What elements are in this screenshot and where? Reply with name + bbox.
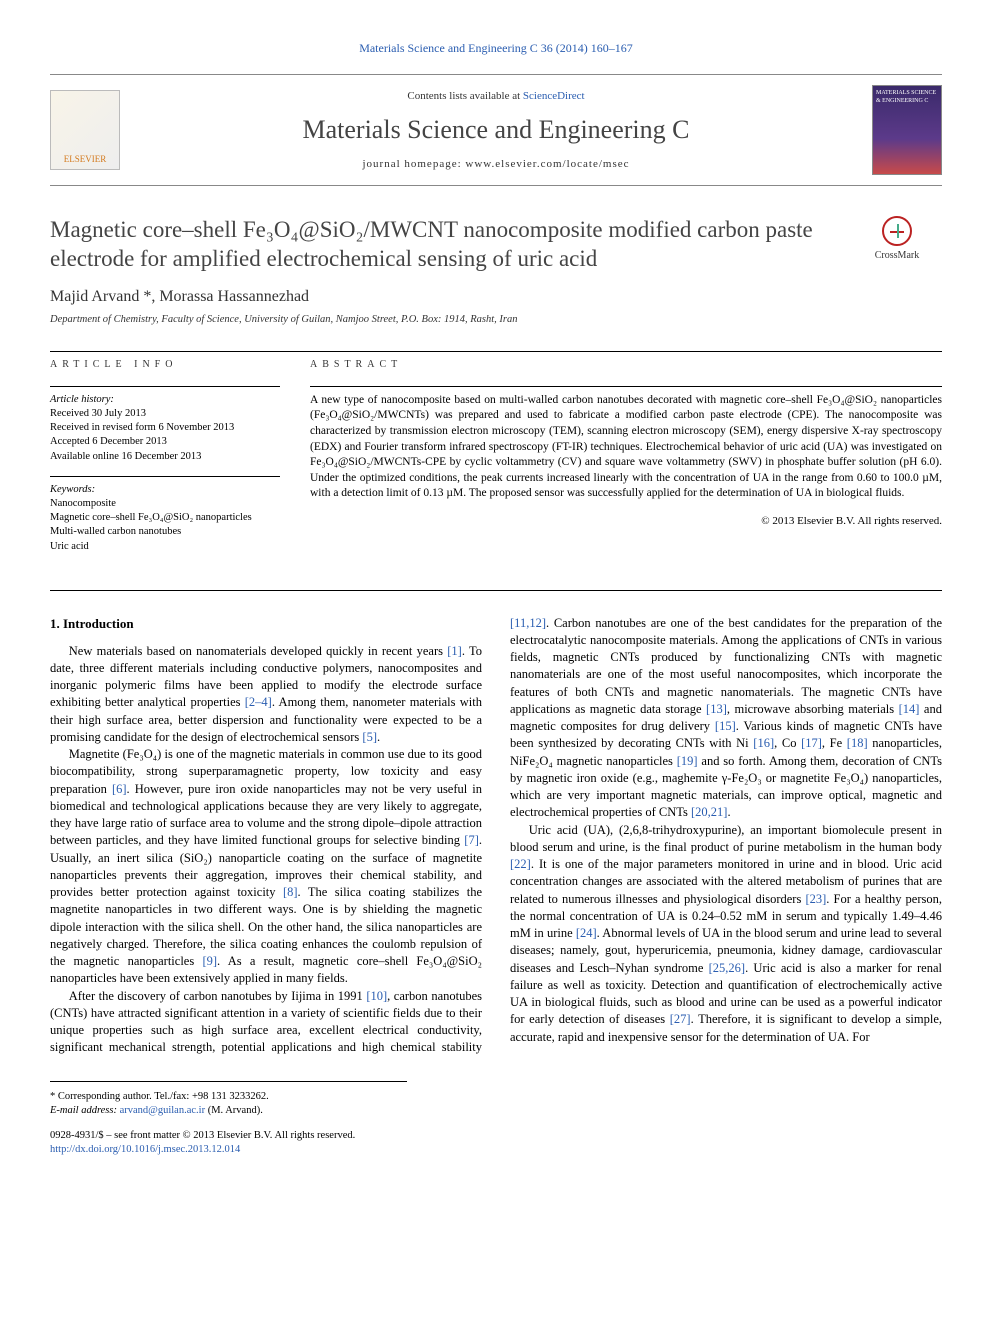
section-heading-introduction: 1. Introduction xyxy=(50,615,482,633)
citation-link[interactable]: [22] xyxy=(510,857,531,871)
citation-link[interactable]: [17] xyxy=(801,736,822,750)
authors: Majid Arvand *, Morassa Hassannezhad xyxy=(50,286,942,308)
journal-header: ELSEVIER Contents lists available at Sci… xyxy=(50,74,942,186)
running-head: Materials Science and Engineering C 36 (… xyxy=(50,40,942,56)
info-abstract-row: article info Article history: Received 3… xyxy=(50,358,942,565)
citation-link[interactable]: [13] xyxy=(706,702,727,716)
keyword: Multi-walled carbon nanotubes xyxy=(50,525,280,539)
history-online: Available online 16 December 2013 xyxy=(50,450,280,464)
paper-title: Magnetic core–shell Fe₃O₄@SiO₂/MWCNT nan… xyxy=(50,216,832,274)
body-columns: 1. Introduction New materials based on n… xyxy=(50,615,942,1057)
citation-link[interactable]: [9] xyxy=(202,954,217,968)
crossmark-label: CrossMark xyxy=(875,249,919,263)
contents-prefix: Contents lists available at xyxy=(407,90,522,102)
citation-link[interactable]: [25,26] xyxy=(709,961,745,975)
citation-link[interactable]: [2–4] xyxy=(245,695,272,709)
sciencedirect-link[interactable]: ScienceDirect xyxy=(523,90,585,102)
running-head-link[interactable]: Materials Science and Engineering C 36 (… xyxy=(359,41,633,55)
citation-link[interactable]: [19] xyxy=(677,754,698,768)
citation-link[interactable]: [15] xyxy=(715,719,736,733)
divider xyxy=(50,590,942,591)
abstract-column: abstract A new type of nanocomposite bas… xyxy=(310,358,942,565)
citation-link[interactable]: [18] xyxy=(847,736,868,750)
keyword: Magnetic core–shell Fe₃O₄@SiO₂ nanoparti… xyxy=(50,511,280,525)
doi-link[interactable]: http://dx.doi.org/10.1016/j.msec.2013.12… xyxy=(50,1144,240,1155)
title-row: Magnetic core–shell Fe₃O₄@SiO₂/MWCNT nan… xyxy=(50,216,942,274)
crossmark-icon xyxy=(882,216,912,246)
header-center: Contents lists available at ScienceDirec… xyxy=(120,89,872,172)
history-received: Received 30 July 2013 xyxy=(50,407,280,421)
article-info-label: article info xyxy=(50,358,280,372)
citation-link[interactable]: [10] xyxy=(366,989,387,1003)
history-revised: Received in revised form 6 November 2013 xyxy=(50,421,280,435)
author-email-link[interactable]: arvand@guilan.ac.ir xyxy=(120,1105,205,1116)
history-accepted: Accepted 6 December 2013 xyxy=(50,435,280,449)
citation-link[interactable]: [7] xyxy=(464,833,479,847)
article-history: Article history: Received 30 July 2013 R… xyxy=(50,393,280,464)
keywords-head: Keywords: xyxy=(50,483,280,497)
divider xyxy=(50,351,942,352)
elsevier-logo: ELSEVIER xyxy=(50,90,120,170)
divider xyxy=(50,386,280,387)
email-tail: (M. Arvand). xyxy=(205,1105,263,1116)
citation-link[interactable]: [8] xyxy=(283,885,298,899)
keywords-block: Keywords: Nanocomposite Magnetic core–sh… xyxy=(50,483,280,554)
citation-link[interactable]: [16] xyxy=(753,736,774,750)
divider xyxy=(50,476,280,477)
abstract-text: A new type of nanocomposite based on mul… xyxy=(310,393,942,502)
copyright-block: 0928-4931/$ – see front matter © 2013 El… xyxy=(50,1129,942,1157)
corresponding-author-footnote: * Corresponding author. Tel./fax: +98 13… xyxy=(50,1090,942,1119)
citation-link[interactable]: [24] xyxy=(576,926,597,940)
abstract-copyright: © 2013 Elsevier B.V. All rights reserved… xyxy=(310,514,942,529)
footnote-corr: * Corresponding author. Tel./fax: +98 13… xyxy=(50,1090,942,1105)
citation-link[interactable]: [6] xyxy=(112,782,127,796)
citation-link[interactable]: [5] xyxy=(362,730,377,744)
journal-name: Materials Science and Engineering C xyxy=(130,112,862,147)
article-info-column: article info Article history: Received 3… xyxy=(50,358,280,565)
email-label: E-mail address: xyxy=(50,1105,120,1116)
citation-link[interactable]: [27] xyxy=(670,1012,691,1026)
journal-homepage: journal homepage: www.elsevier.com/locat… xyxy=(130,157,862,172)
front-matter-line: 0928-4931/$ – see front matter © 2013 El… xyxy=(50,1129,942,1143)
citation-link[interactable]: [23] xyxy=(805,892,826,906)
citation-link[interactable]: [20,21] xyxy=(691,805,727,819)
citation-link[interactable]: [14] xyxy=(899,702,920,716)
citation-link[interactable]: [1] xyxy=(447,644,462,658)
journal-cover-thumb: MATERIALS SCIENCE & ENGINEERING C xyxy=(872,85,942,175)
keyword: Uric acid xyxy=(50,540,280,554)
contents-line: Contents lists available at ScienceDirec… xyxy=(130,89,862,104)
abstract-label: abstract xyxy=(310,358,942,372)
body-paragraph: New materials based on nanomaterials dev… xyxy=(50,643,482,747)
affiliation: Department of Chemistry, Faculty of Scie… xyxy=(50,313,942,327)
divider xyxy=(310,386,942,387)
citation-link[interactable]: [11,12] xyxy=(510,616,546,630)
crossmark-badge[interactable]: CrossMark xyxy=(852,216,942,263)
body-paragraph: Magnetite (Fe₃O₄) is one of the magnetic… xyxy=(50,746,482,988)
body-paragraph: Uric acid (UA), (2,6,8-trihydroxypurine)… xyxy=(510,822,942,1046)
footnote-rule xyxy=(50,1081,407,1082)
keyword: Nanocomposite xyxy=(50,497,280,511)
history-head: Article history: xyxy=(50,393,280,407)
